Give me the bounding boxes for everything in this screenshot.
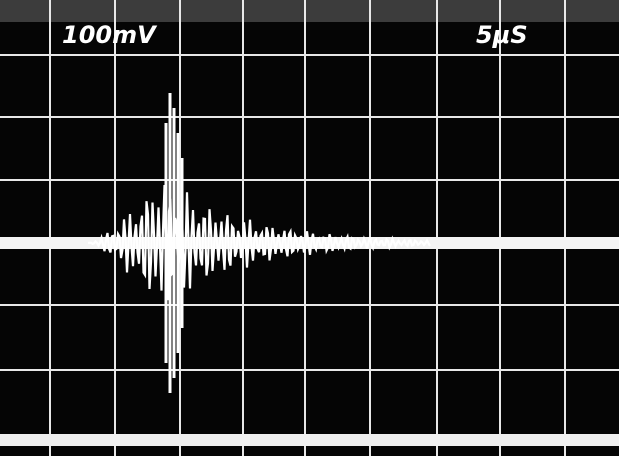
bottom-trace bbox=[0, 434, 619, 446]
volts-label: 100mV bbox=[62, 21, 158, 49]
time-label: 5μS bbox=[476, 21, 528, 49]
top-glare bbox=[0, 0, 619, 22]
waveform bbox=[87, 93, 431, 393]
waveform-trace bbox=[87, 184, 431, 301]
